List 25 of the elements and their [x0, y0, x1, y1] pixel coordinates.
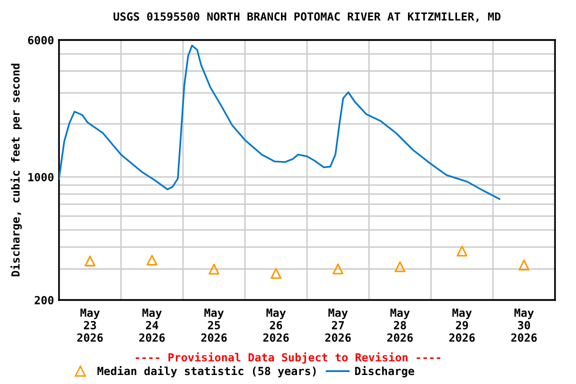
y-tick-label: 200 [34, 296, 54, 304]
x-tick-label: May 29 2026 [449, 308, 475, 342]
chart-title: USGS 01595500 NORTH BRANCH POTOMAC RIVER AT KITZMILLER, MD [114, 12, 500, 22]
point [84, 256, 96, 266]
x-tick-label: May 28 2026 [387, 308, 413, 342]
y-tick-label: 6000 [28, 36, 54, 44]
point [270, 268, 282, 279]
point [208, 264, 220, 275]
point [456, 246, 468, 257]
point [332, 264, 344, 274]
x-tick-label: May 30 2026 [511, 308, 537, 342]
point [146, 254, 158, 266]
y-axis-title: Discharge, cubic feet per second [10, 64, 22, 276]
x-tick-label: May 25 2026 [201, 308, 227, 342]
x-tick-label: May 26 2026 [263, 308, 289, 342]
legend-label: Median daily statistic (58 years) [97, 366, 316, 378]
x-tick-label: May 24 2026 [139, 308, 165, 342]
x-tick-label: May 23 2026 [77, 308, 103, 342]
legend-label: Discharge [355, 366, 414, 378]
x-tick-label: May 27 2026 [325, 308, 351, 342]
text: ---- Provisional Data Subject to Revision ---- [136, 352, 440, 364]
point [394, 261, 406, 272]
point [518, 260, 530, 270]
line-series [59, 44, 500, 200]
y-tick-label: 1000 [28, 172, 54, 182]
